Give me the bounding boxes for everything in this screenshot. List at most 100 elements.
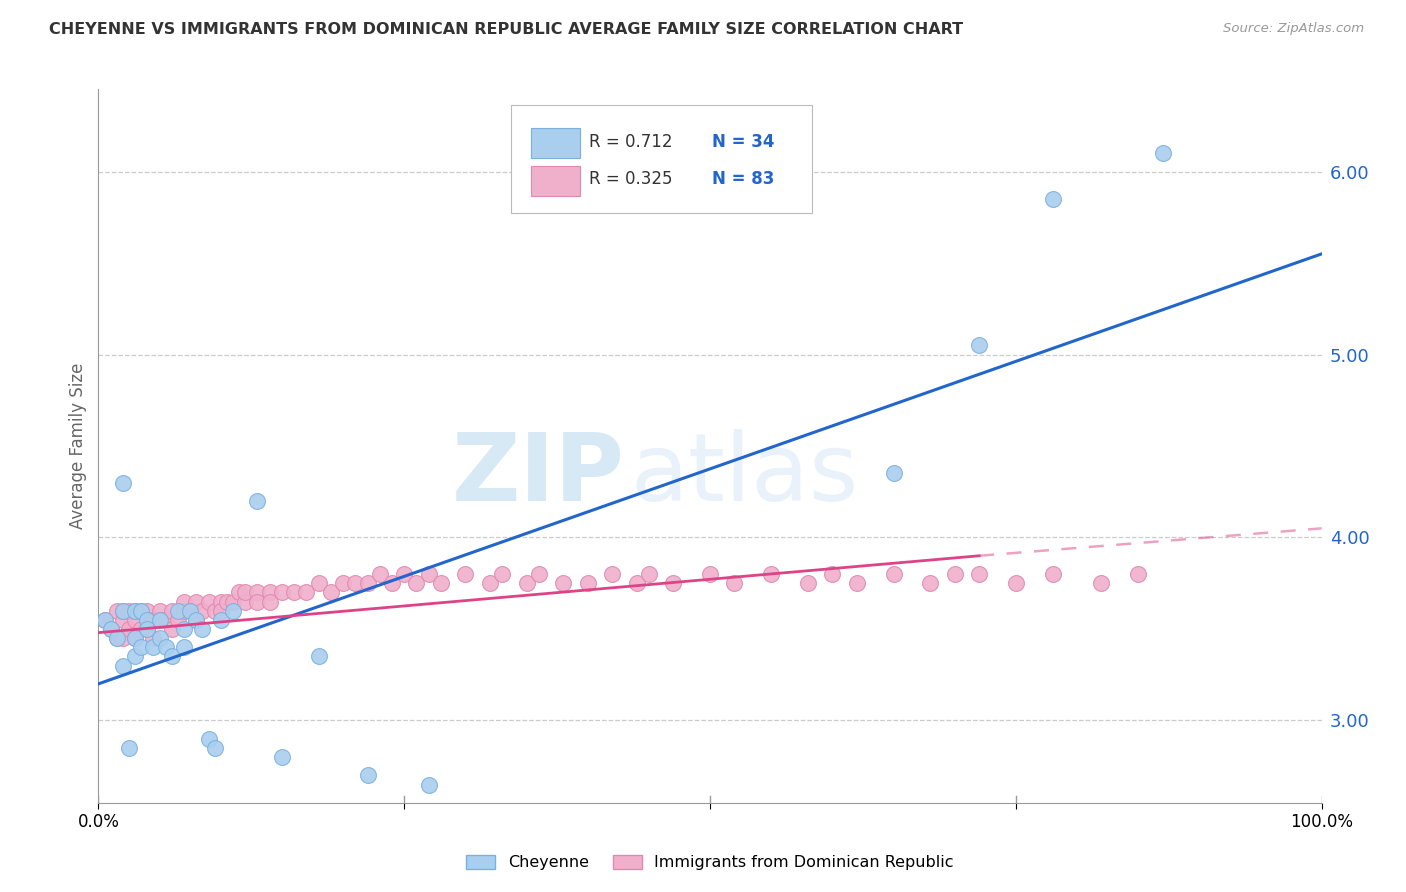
Point <box>167 613 190 627</box>
Point <box>124 604 146 618</box>
Point <box>943 567 966 582</box>
Point <box>160 649 183 664</box>
Point <box>332 576 354 591</box>
Point <box>283 585 305 599</box>
Point <box>228 585 250 599</box>
Point <box>160 622 183 636</box>
Point <box>136 613 159 627</box>
Point <box>920 576 942 591</box>
Point <box>160 604 183 618</box>
Point <box>270 750 294 764</box>
Point <box>259 585 281 599</box>
Point <box>124 631 146 645</box>
Point <box>142 631 165 645</box>
Point <box>204 604 226 618</box>
Point <box>308 576 330 591</box>
Point <box>111 613 134 627</box>
Point <box>1004 576 1026 591</box>
Point <box>1128 567 1150 582</box>
Point <box>430 576 453 591</box>
Point <box>136 622 159 636</box>
Point <box>1042 567 1064 582</box>
Point <box>129 604 152 618</box>
Point <box>662 576 685 591</box>
FancyBboxPatch shape <box>531 166 581 195</box>
Point <box>118 740 141 755</box>
Point <box>761 567 783 582</box>
Point <box>111 604 134 618</box>
Point <box>638 567 661 582</box>
Point <box>111 631 134 645</box>
Point <box>209 613 232 627</box>
Point <box>186 613 208 627</box>
Point <box>626 576 648 591</box>
Point <box>167 604 190 618</box>
Point <box>392 567 416 582</box>
Text: Source: ZipAtlas.com: Source: ZipAtlas.com <box>1223 22 1364 36</box>
Point <box>883 567 905 582</box>
Point <box>197 594 219 608</box>
Point <box>418 777 440 791</box>
Text: R = 0.712: R = 0.712 <box>589 133 672 151</box>
Point <box>1090 576 1112 591</box>
Point <box>204 740 226 755</box>
Point <box>173 604 195 618</box>
Point <box>129 622 152 636</box>
Text: CHEYENNE VS IMMIGRANTS FROM DOMINICAN REPUBLIC AVERAGE FAMILY SIZE CORRELATION C: CHEYENNE VS IMMIGRANTS FROM DOMINICAN RE… <box>49 22 963 37</box>
Point <box>111 475 134 490</box>
Point <box>222 594 245 608</box>
Point <box>179 604 201 618</box>
Point <box>967 567 990 582</box>
Point <box>368 567 391 582</box>
Point <box>105 604 128 618</box>
Point <box>295 585 318 599</box>
Point <box>1042 192 1064 206</box>
Point <box>319 585 342 599</box>
Point <box>111 658 134 673</box>
Point <box>246 494 269 508</box>
Point <box>600 567 623 582</box>
Point <box>142 640 165 655</box>
Point <box>418 567 440 582</box>
Text: atlas: atlas <box>630 428 859 521</box>
Point <box>270 585 294 599</box>
Point <box>149 613 172 627</box>
Point <box>356 768 378 782</box>
Point <box>191 622 214 636</box>
Point <box>308 649 330 664</box>
Point <box>173 622 195 636</box>
Point <box>246 594 269 608</box>
Point <box>259 594 281 608</box>
Point <box>209 594 232 608</box>
FancyBboxPatch shape <box>531 128 581 159</box>
Point <box>454 567 477 582</box>
Point <box>124 604 146 618</box>
Text: ZIP: ZIP <box>451 428 624 521</box>
Point <box>124 631 146 645</box>
Point <box>136 604 159 618</box>
Point <box>136 613 159 627</box>
Point <box>155 613 177 627</box>
Point <box>197 731 219 746</box>
Point <box>381 576 404 591</box>
Point <box>797 576 820 591</box>
Point <box>93 613 115 627</box>
Point <box>129 604 152 618</box>
Point <box>553 576 575 591</box>
Point <box>576 576 599 591</box>
Point <box>209 604 232 618</box>
Point <box>821 567 844 582</box>
Point <box>105 631 128 645</box>
Point <box>356 576 378 591</box>
Point <box>478 576 501 591</box>
Point <box>173 594 195 608</box>
Point <box>155 640 177 655</box>
Point <box>845 576 868 591</box>
Point <box>100 622 122 636</box>
Text: R = 0.325: R = 0.325 <box>589 170 672 188</box>
Point <box>186 594 208 608</box>
Point <box>173 640 195 655</box>
Point <box>515 576 537 591</box>
Legend: Cheyenne, Immigrants from Dominican Republic: Cheyenne, Immigrants from Dominican Repu… <box>460 848 960 877</box>
Point <box>491 567 513 582</box>
